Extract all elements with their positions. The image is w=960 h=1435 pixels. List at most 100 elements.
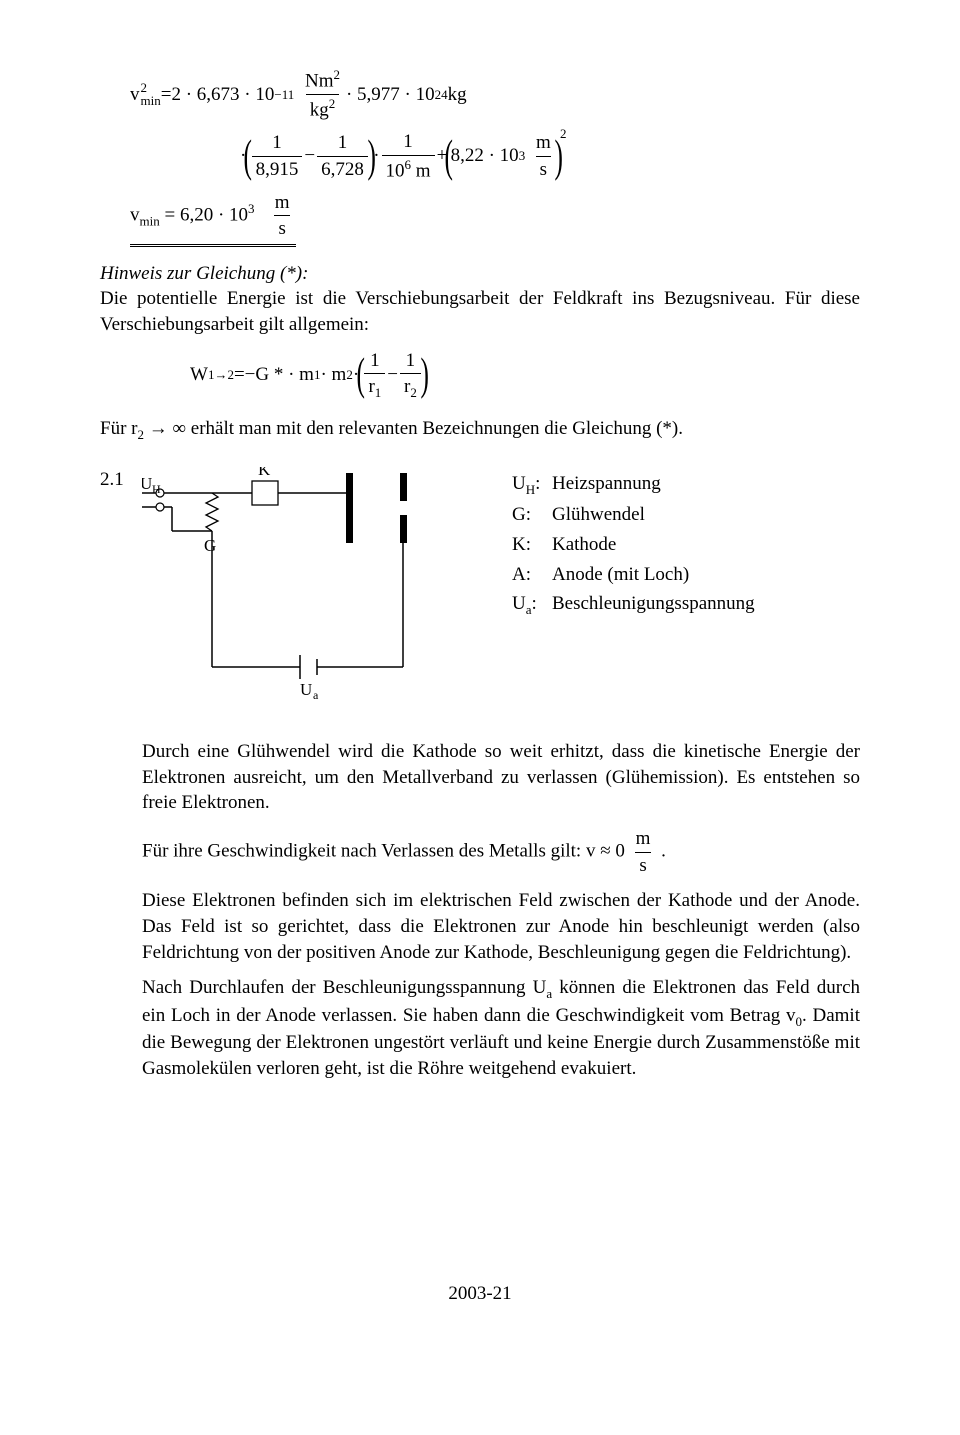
eq2-eq: = [164,204,179,225]
svg-text:U: U [142,474,152,493]
lg-a-s: A: [512,562,552,588]
legend-row-uh: UH: Heizspannung [512,471,755,498]
eq1-unit2: kg [448,82,467,108]
lparen2-icon: ( [445,138,453,175]
legend-row-g: G: Glühwendel [512,502,755,528]
eq2-sub: min [140,213,160,228]
legend-row-k: K: Kathode [512,532,755,558]
page-footer: 2003-21 [100,1281,860,1307]
eq3-f2ds: 2 [410,385,417,400]
eq1l2-pun: m [532,130,555,156]
hint-tail: Für r2 → ∞ erhält man mit den relevanten… [100,416,860,443]
eq3-f2: 1 r2 [400,348,421,402]
p2-b: . [661,841,666,862]
hint-block: Hinweis zur Gleichung (*): Die potentiel… [100,261,860,338]
equation-work: W 1→2 = −G * · m1 · m2 · ( 1 r1 − 1 r2 ) [130,348,860,402]
lg-k-s: K: [512,532,552,558]
eq1-lhs-var: v [130,82,140,108]
lg-ua-d: Beschleunigungsspannung [552,591,755,618]
eq1-coeff2: · 5,977 · 10 [346,82,435,108]
eq2-result: vmin = 6,20 · 103 m s [130,190,296,247]
eq1-unit1-num-sup: 2 [333,67,340,82]
lg-uh-d: Heizspannung [552,471,661,498]
section-number: 2.1 [100,467,142,493]
eq1l2-f3db: m [411,160,431,181]
eq1l2-f3n: 1 [399,129,417,155]
legend-row-ua: Ua: Beschleunigungsspannung [512,591,755,618]
eq1l2-f1n: 1 [268,130,286,156]
eq2-var: v [130,204,140,225]
p4-a: Nach Durchlaufen der Beschleunigungsspan… [142,977,546,998]
eq1-unit1-frac: Nm2 kg2 [301,66,344,123]
eq1-coeff2-sup: 24 [435,86,448,104]
eq1-coeff1-sup: −11 [274,86,294,104]
eq3-f2n: 1 [402,348,420,374]
hint-title: Hinweis zur Gleichung (*): [100,263,308,284]
eq1l2-frac1: 1 8,915 [252,130,303,182]
eq3-f1n: 1 [366,348,384,374]
svg-text:K: K [258,467,271,479]
ht-b: → ∞ erhält man mit den relevanten Bezeic… [144,418,683,439]
svg-text:H: H [152,482,161,496]
eq1l2-pud: s [536,156,551,183]
para-p4: Nach Durchlaufen der Beschleunigungsspan… [142,975,860,1081]
eq1l2-paren-unit: m s [532,130,555,182]
lparen-icon: ( [244,138,252,175]
lg-uh-c: : [535,473,540,494]
eq1l2-f2d: 6,728 [317,156,368,183]
svg-text:G: G [204,536,216,555]
eq3-lhs: W [190,362,208,388]
eq3-eq: = [234,362,245,388]
legend-row-a: A: Anode (mit Loch) [512,562,755,588]
eq1l2-f2n: 1 [334,130,352,156]
circuit-diagram: U H K G U a [142,467,492,727]
eq2-un: m [271,190,294,216]
eq1l2-f1d: 8,915 [252,156,303,183]
p2-a: Für ihre Geschwindigkeit nach Verlassen … [142,841,625,862]
svg-text:a: a [313,688,319,702]
ht-a: Für r [100,418,137,439]
rparen3-icon: ) [420,356,428,393]
p2-un: m [632,826,655,852]
eq2-unit: m s [271,190,294,242]
eq3-r2: · m [320,362,346,388]
rparen2-icon: ) [554,138,562,175]
hint-body: Die potentielle Energie ist die Verschie… [100,288,860,335]
lg-uh-sub: H [526,482,535,497]
p2-ud: s [635,852,650,879]
eq2-val: 6,20 · 10 [180,204,248,225]
eq3-r1: −G * · m [245,362,314,388]
lg-g-d: Glühwendel [552,502,645,528]
eq2-vsup: 3 [248,201,255,216]
equation-vmin-squared: v 2 min = 2 · 6,673 · 10 −11 Nm2 kg2 · 5… [130,66,860,247]
legend: UH: Heizspannung G: Glühwendel K: Kathod… [512,467,755,623]
eq2-ud: s [274,215,289,242]
lg-a-d: Anode (mit Loch) [552,562,689,588]
lg-k-d: Kathode [552,532,616,558]
para-p3: Diese Elektronen befinden sich im elektr… [142,888,860,965]
eq1-unit1-den: kg [310,99,329,120]
eq1l2-pa: 8,22 · 10 [451,143,519,169]
section-2-1: 2.1 [100,467,860,727]
lg-ua-s: U [512,593,526,614]
lparen3-icon: ( [357,356,365,393]
lg-ua-c: : [532,593,537,614]
eq1l2-frac2: 1 6,728 [317,130,368,182]
eq3-f1: 1 r1 [364,348,385,402]
eq1l2-minus: − [304,143,315,169]
eq1-coeff1: 2 · 6,673 · 10 [171,82,274,108]
eq1-lhs-sub: min [141,92,161,110]
eq3-f1ds: 1 [375,385,382,400]
lg-g-s: G: [512,502,552,528]
para-p2: Für ihre Geschwindigkeit nach Verlassen … [142,826,860,878]
rparen-icon: ) [367,138,375,175]
eq1-unit1-den-sup: 2 [329,96,336,111]
p2-unit: m s [632,826,655,878]
lg-uh-s: U [512,473,526,494]
svg-text:U: U [300,680,312,699]
para-p1: Durch eine Glühwendel wird die Kathode s… [142,739,860,816]
eq1l2-f3da: 10 [386,160,405,181]
eq1-equals: = [161,82,172,108]
eq3-minus: − [387,362,398,388]
eq1l2-frac3: 1 106 m [382,129,435,184]
